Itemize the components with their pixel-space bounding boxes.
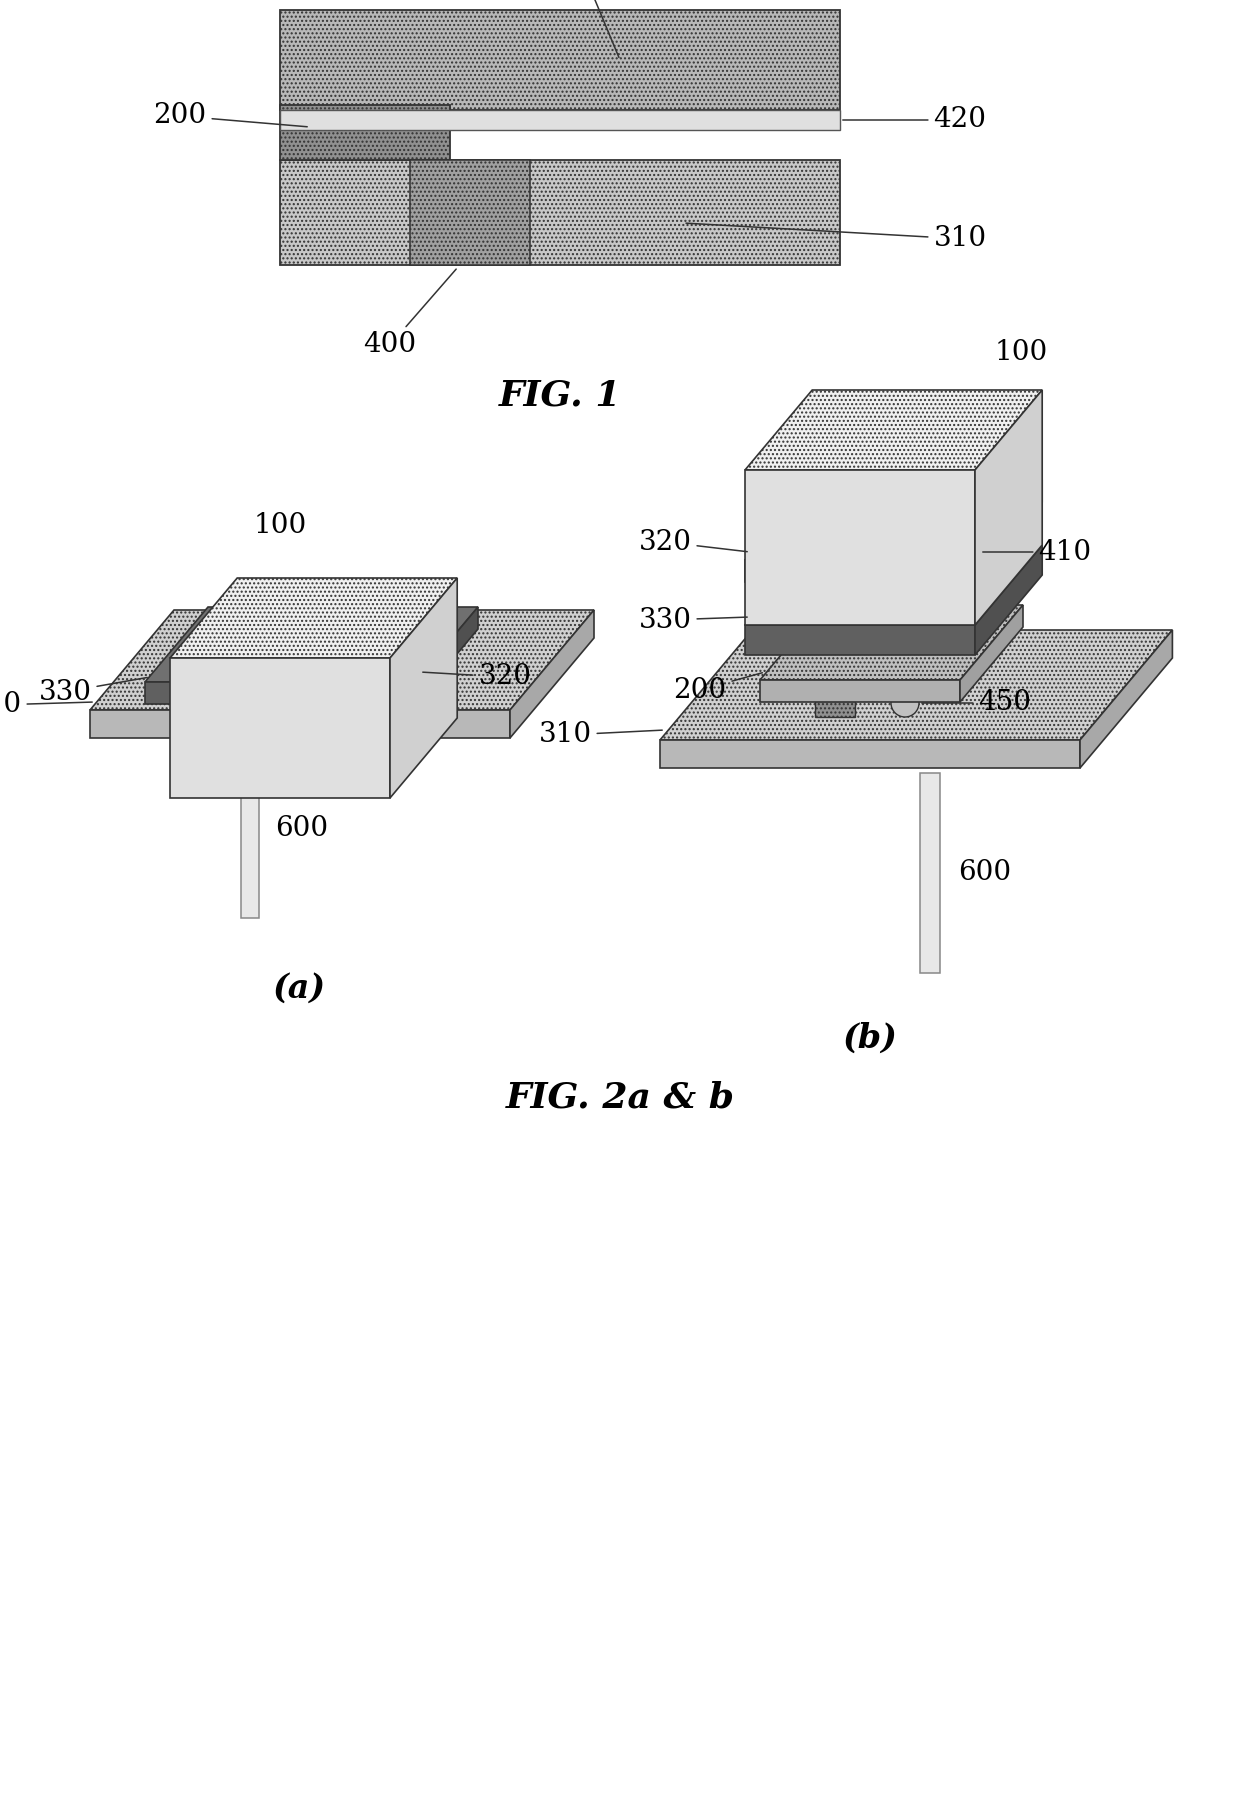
Text: 310: 310 xyxy=(0,691,92,719)
Bar xyxy=(280,110,839,130)
Polygon shape xyxy=(975,480,1042,583)
Bar xyxy=(280,11,839,110)
Text: 400: 400 xyxy=(363,270,456,358)
Bar xyxy=(241,738,259,918)
Polygon shape xyxy=(960,605,1023,702)
Polygon shape xyxy=(91,710,510,738)
Polygon shape xyxy=(660,630,1172,740)
Polygon shape xyxy=(170,577,458,659)
Polygon shape xyxy=(745,389,1042,471)
Polygon shape xyxy=(760,605,1023,681)
Circle shape xyxy=(892,690,919,717)
Text: (a): (a) xyxy=(274,972,326,1005)
Polygon shape xyxy=(975,545,1042,655)
Polygon shape xyxy=(800,567,962,617)
Polygon shape xyxy=(745,559,975,583)
Polygon shape xyxy=(415,606,477,704)
Polygon shape xyxy=(91,610,594,710)
Text: 200: 200 xyxy=(673,673,763,704)
Bar xyxy=(815,690,856,717)
Bar xyxy=(280,159,839,264)
Bar xyxy=(920,773,940,974)
Polygon shape xyxy=(145,606,477,682)
Text: 100: 100 xyxy=(994,338,1048,366)
Text: 310: 310 xyxy=(686,223,987,252)
Text: (b): (b) xyxy=(842,1021,898,1055)
Polygon shape xyxy=(170,659,391,798)
Text: FIG. 2a & b: FIG. 2a & b xyxy=(506,1081,734,1115)
Text: 100: 100 xyxy=(543,0,619,58)
Text: 450: 450 xyxy=(921,690,1032,717)
Text: 200: 200 xyxy=(154,103,308,130)
Text: 600: 600 xyxy=(275,814,329,842)
Text: FIG. 1: FIG. 1 xyxy=(498,378,621,413)
Polygon shape xyxy=(975,389,1042,624)
Text: 310: 310 xyxy=(538,722,662,749)
Polygon shape xyxy=(510,610,594,738)
Text: 320: 320 xyxy=(639,529,748,556)
Text: 330: 330 xyxy=(38,677,148,706)
Polygon shape xyxy=(660,740,1080,767)
Polygon shape xyxy=(745,624,975,655)
Text: 420: 420 xyxy=(843,107,987,134)
Polygon shape xyxy=(745,480,1042,559)
Text: 320: 320 xyxy=(423,664,532,690)
Text: 100: 100 xyxy=(253,512,306,539)
Bar xyxy=(410,159,529,264)
Polygon shape xyxy=(745,471,975,624)
Bar xyxy=(280,105,450,159)
Polygon shape xyxy=(145,682,415,704)
Text: 600: 600 xyxy=(959,860,1011,887)
Polygon shape xyxy=(1080,630,1172,767)
Text: 410: 410 xyxy=(983,539,1091,565)
Polygon shape xyxy=(391,577,458,798)
Polygon shape xyxy=(745,545,1042,624)
Text: 330: 330 xyxy=(639,606,748,634)
Polygon shape xyxy=(760,681,960,702)
